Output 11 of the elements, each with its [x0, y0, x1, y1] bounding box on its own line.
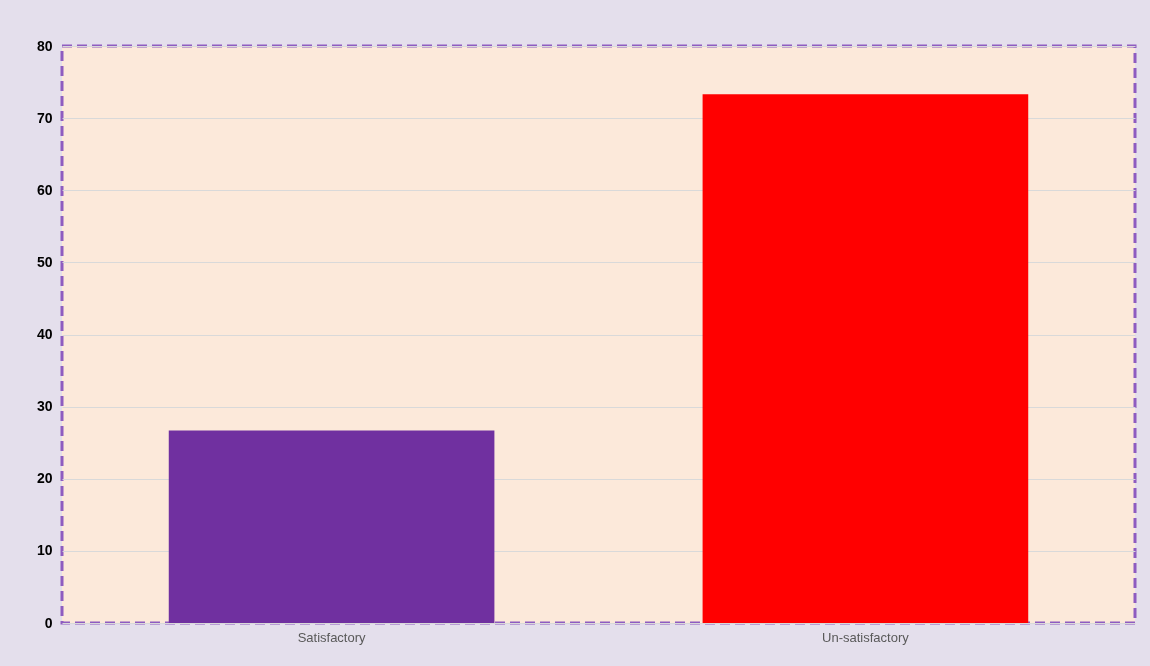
y-tick-label: 20: [36, 470, 53, 487]
y-tick-label: 30: [36, 398, 53, 415]
x-tick-label: Un-satisfactory: [822, 629, 910, 645]
y-tick-label: 0: [44, 614, 53, 631]
y-tick-label: 70: [36, 109, 53, 126]
y-tick-label: 10: [36, 542, 53, 559]
y-tick-label: 50: [36, 253, 53, 270]
y-tick-label: 40: [36, 326, 53, 342]
x-tick-label: Satisfactory: [297, 629, 367, 645]
y-tick-label: 80: [36, 37, 53, 54]
y-tick-label: 60: [36, 181, 53, 198]
